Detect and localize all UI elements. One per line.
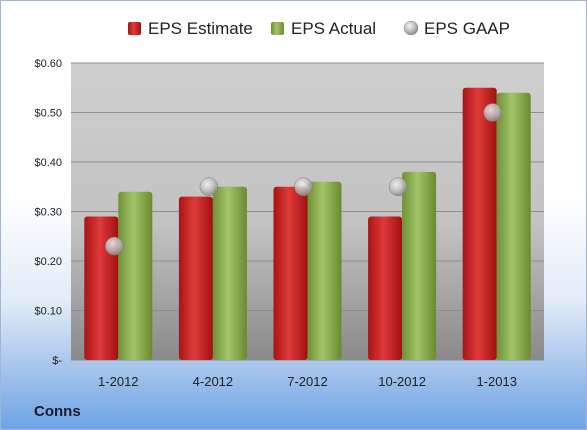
bar-eps-estimate [462,87,497,360]
axes: $- $0.10 $0.20 $0.30 $0.40 $0.50 $0.60 1-2012 4-… [34,58,516,389]
bar-eps-actual [118,191,153,360]
y-tick-label: $0.30 [34,207,62,219]
y-tick-label: $0.10 [34,306,62,318]
company-label: Conns [34,403,81,420]
x-tick-label: 1-2013 [476,374,516,389]
bar-eps-actual [212,186,247,360]
y-tick-label: $0.20 [34,256,62,268]
marker-eps-gaap [483,103,502,122]
bars [84,87,531,360]
marker-eps-gaap [388,177,408,196]
legend-label: EPS GAAP [424,19,510,38]
marker-eps-gaap [294,177,313,196]
bar-eps-actual [402,171,437,360]
y-tick-label: $- [52,355,62,367]
legend-label: EPS Estimate [148,19,253,38]
legend-label: EPS Actual [291,19,376,38]
x-tick-label: 4-2012 [193,374,233,389]
bar-eps-estimate [178,196,213,360]
y-tick-label: $0.50 [34,108,62,120]
legend-swatch [128,22,141,35]
legend-swatch [271,22,284,35]
x-tick-label: 1-2012 [98,374,138,389]
gaap-markers [105,103,502,256]
x-tick-label: 10-2012 [378,374,426,389]
marker-eps-gaap [105,236,124,256]
bar-eps-estimate [273,186,308,360]
bar-eps-actual [496,92,531,360]
bar-eps-actual [307,181,342,360]
marker-eps-gaap [199,177,219,196]
x-tick-label: 7-2012 [287,374,327,389]
y-tick-label: $0.60 [34,58,62,70]
bar-eps-estimate [368,216,403,360]
legend: EPS Estimate EPS Actual EPS GAAP [128,19,510,38]
legend-swatch [403,20,419,36]
y-tick-label: $0.40 [34,157,62,169]
